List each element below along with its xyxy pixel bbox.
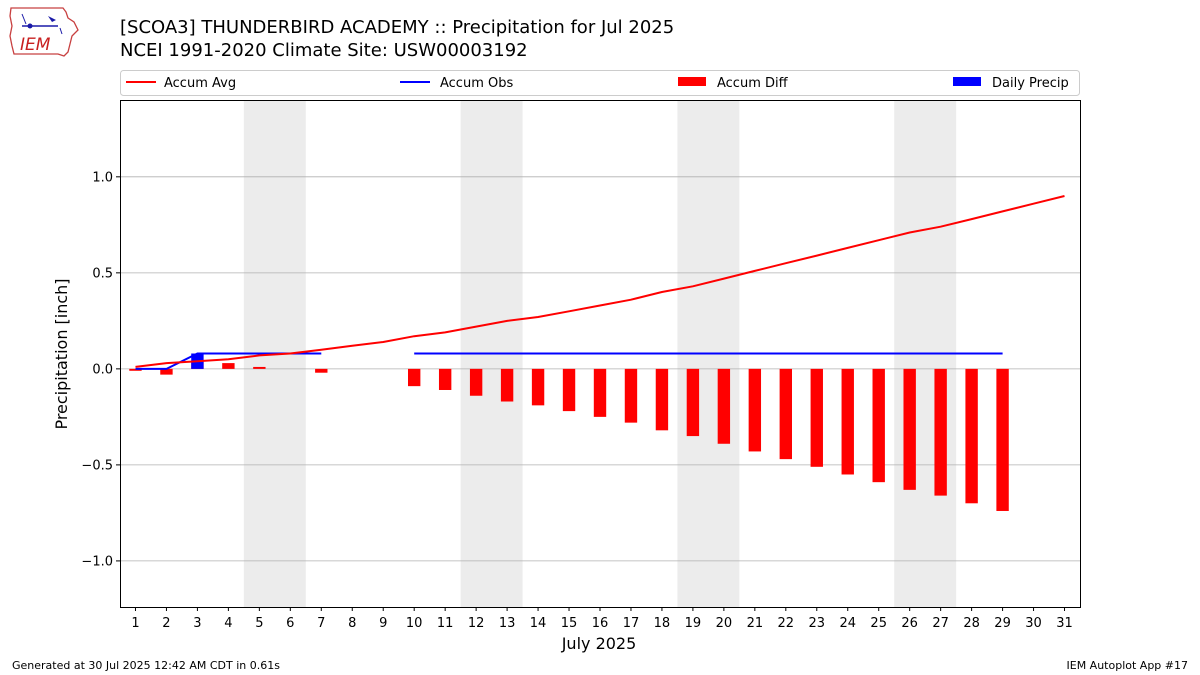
logo-text: IEM: [20, 35, 51, 55]
y-tick-label: 0.5: [92, 266, 113, 281]
legend-label-daily-precip: Daily Precip: [992, 76, 1069, 91]
y-tick-label: −0.5: [81, 458, 113, 473]
x-tick-label: 27: [932, 616, 949, 631]
x-tick-label: 17: [623, 616, 640, 631]
legend-label-accum-diff: Accum Diff: [717, 76, 789, 91]
legend-label-accum-obs: Accum Obs: [440, 76, 513, 91]
x-tick-label: 19: [685, 616, 702, 631]
accum-diff-bar: [686, 368, 700, 437]
accum-diff-bar: [903, 368, 916, 490]
x-tick-label: 21: [747, 616, 764, 631]
x-tick-label: 2: [162, 616, 170, 631]
x-tick-label: 16: [592, 616, 609, 631]
accum-diff-bar: [965, 368, 978, 504]
legend-item-accum-avg: Accum Avg: [126, 76, 236, 91]
accum-diff-bar: [717, 368, 731, 444]
x-tick-label: 14: [530, 616, 547, 631]
bar-layer: [129, 353, 1009, 511]
x-tick-label: 7: [317, 616, 325, 631]
y-axis-label: Precipitation [inch]: [52, 278, 71, 429]
legend-swatch-daily-precip: [953, 77, 981, 86]
iem-logo: IEM: [9, 7, 79, 57]
accum-diff-bar: [408, 368, 421, 387]
x-tick-label: 23: [809, 616, 826, 631]
x-tick-label: 26: [901, 616, 918, 631]
accum-diff-bar: [748, 368, 762, 452]
generated-timestamp: Generated at 30 Jul 2025 12:42 AM CDT in…: [12, 659, 280, 672]
accum-diff-bar: [624, 368, 638, 423]
x-tick-label: 13: [499, 616, 516, 631]
x-tick-label: 1: [131, 616, 139, 631]
accum-diff-bar: [222, 363, 235, 369]
horizontal-grid: [120, 176, 1080, 562]
x-tick-label: 9: [379, 616, 387, 631]
legend-item-accum-diff: Accum Diff: [678, 76, 789, 91]
accum-diff-bar: [253, 366, 266, 369]
accum-diff-bar: [934, 368, 947, 496]
x-tick-label: 12: [468, 616, 485, 631]
legend-swatch-accum-diff: [678, 77, 706, 86]
app-credit: IEM Autoplot App #17: [1066, 659, 1189, 672]
accum-diff-bar: [593, 368, 607, 417]
x-axis-label: July 2025: [561, 634, 637, 653]
x-tick-label: 25: [870, 616, 887, 631]
y-tick-label: −1.0: [81, 554, 113, 569]
chart-title: [SCOA3] THUNDERBIRD ACADEMY :: Precipita…: [120, 17, 675, 38]
accum-diff-bar: [810, 368, 823, 467]
x-tick-label: 15: [561, 616, 578, 631]
x-tick-label: 31: [1056, 616, 1073, 631]
x-tick-label: 20: [716, 616, 733, 631]
x-tick-label: 8: [348, 616, 356, 631]
x-tick-label: 29: [994, 616, 1011, 631]
accum-diff-bar: [438, 368, 452, 390]
accum-diff-bar: [469, 368, 483, 396]
x-tick-label: 5: [255, 616, 263, 631]
y-tick-label: 1.0: [92, 170, 113, 185]
axis-ticks: −1.0−0.50.00.51.01 2 3 4 5 6 7 8 9 10 11 12 13 14 15 16…: [81, 170, 1072, 631]
accum-diff-bar: [531, 368, 545, 406]
x-tick-label: 24: [839, 616, 856, 631]
legend-item-daily-precip: Daily Precip: [953, 76, 1069, 91]
accum-diff-bar: [872, 368, 885, 483]
legend: Accum Avg Accum Obs Accum Diff Daily Pre…: [120, 70, 1080, 96]
line-layer: [135, 195, 1065, 370]
x-tick-label: 3: [193, 616, 201, 631]
legend-box: [120, 70, 1080, 96]
accum-diff-bar: [129, 368, 142, 371]
accum-avg-line: [135, 195, 1065, 368]
accum-diff-bar: [996, 368, 1009, 511]
legend-label-accum-avg: Accum Avg: [164, 76, 236, 91]
x-tick-label: 4: [224, 616, 232, 631]
x-tick-label: 28: [963, 616, 980, 631]
x-tick-label: 6: [286, 616, 294, 631]
accum-diff-bar: [779, 368, 792, 460]
accum-diff-bar: [655, 368, 669, 431]
accum-diff-bar: [562, 368, 576, 412]
legend-item-accum-obs: Accum Obs: [400, 76, 513, 91]
accum-diff-bar: [160, 368, 173, 375]
y-tick-label: 0.0: [92, 362, 113, 377]
x-tick-label: 30: [1025, 616, 1042, 631]
x-tick-label: 10: [406, 616, 423, 631]
accum-diff-bar: [841, 368, 854, 475]
x-tick-label: 22: [778, 616, 795, 631]
accum-diff-bar: [500, 368, 514, 402]
chart-subtitle: NCEI 1991-2020 Climate Site: USW00003192: [120, 40, 528, 61]
x-tick-label: 18: [654, 616, 671, 631]
x-tick-label: 11: [437, 616, 454, 631]
accum-diff-bar: [315, 368, 328, 373]
